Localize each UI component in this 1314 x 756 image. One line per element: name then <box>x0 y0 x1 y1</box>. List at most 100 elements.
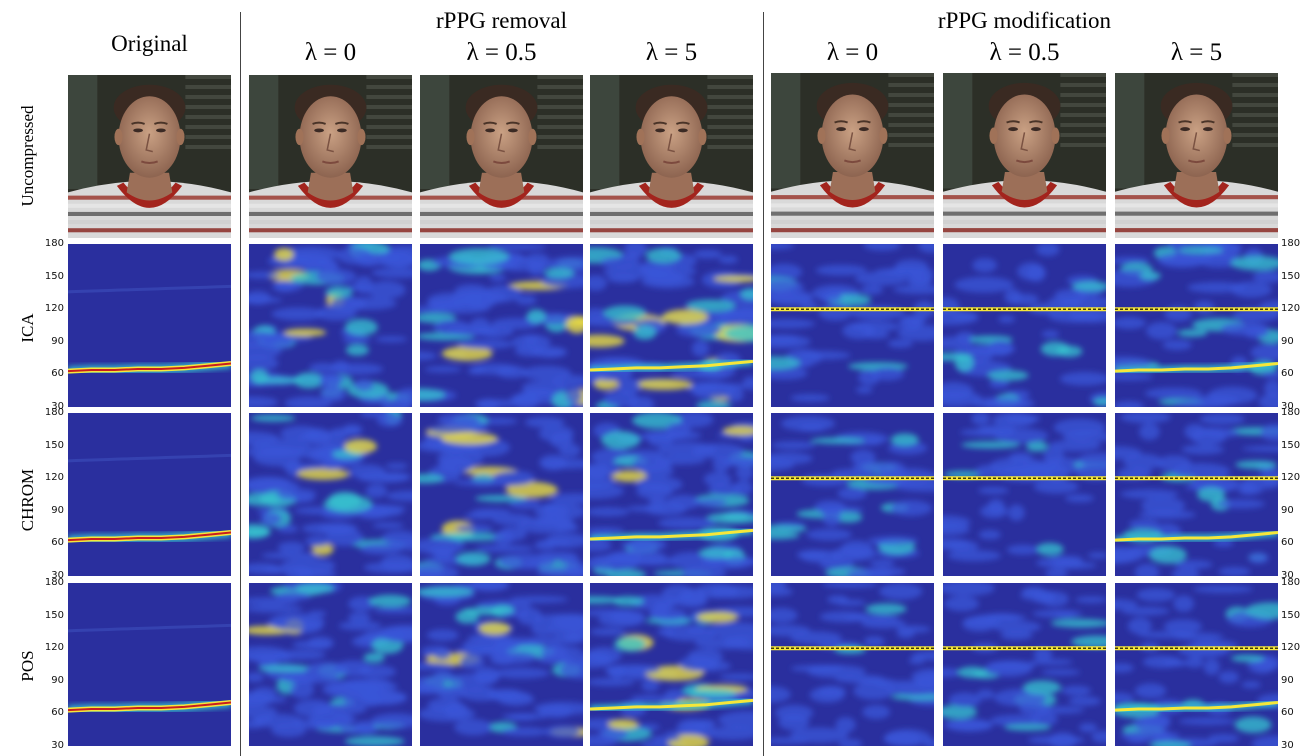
divider-line <box>240 12 241 756</box>
row-label-ica: ICA <box>18 313 37 343</box>
spectrogram-heatmap <box>590 244 753 407</box>
y-tick-label: 180 <box>44 407 64 418</box>
spectrogram-heatmap <box>249 583 412 746</box>
y-tick-label: 150 <box>44 609 64 621</box>
face-frame-svg <box>420 75 583 238</box>
face-frame-svg <box>1115 73 1278 238</box>
y-tick-label: 60 <box>1281 707 1294 719</box>
spectrogram-heatmap <box>1115 244 1278 407</box>
lambda-label: λ = 0.5 <box>989 39 1060 66</box>
y-tick-label: 90 <box>1281 674 1294 686</box>
face-frame-image <box>68 75 231 238</box>
face-frame-svg <box>943 73 1106 238</box>
y-tick-label: 30 <box>1281 401 1294 412</box>
spectrogram-heatmap <box>420 583 583 746</box>
y-tick-label: 120 <box>1281 303 1301 315</box>
spectrogram-heatmap <box>68 583 231 746</box>
row-label-uncompressed: Uncompressed <box>18 105 37 207</box>
removal-header: rPPG removal <box>436 8 567 33</box>
face-frame-image <box>771 73 934 238</box>
spectrogram-heatmap <box>420 413 583 576</box>
spectrogram-svg <box>68 583 231 746</box>
spectrogram-heatmap <box>68 244 231 407</box>
y-tick-label: 90 <box>1281 335 1294 347</box>
face-frame-image <box>249 75 412 238</box>
spectrogram-heatmap <box>249 244 412 407</box>
spectrogram-svg <box>249 583 412 746</box>
spectrogram-heatmap <box>420 244 583 407</box>
spectrogram-svg <box>771 244 934 407</box>
spectrogram-heatmap <box>68 413 231 576</box>
spectrogram-svg <box>249 244 412 407</box>
y-tick-label: 150 <box>44 270 64 282</box>
spectrogram-svg <box>590 583 753 746</box>
y-tick-label: 120 <box>1281 472 1301 484</box>
y-tick-label: 180 <box>1281 577 1301 588</box>
spectrogram-heatmap <box>771 413 934 576</box>
spectrogram-svg <box>420 413 583 576</box>
y-tick-label: 30 <box>1281 570 1294 581</box>
spectrogram-svg <box>1115 413 1278 576</box>
spectrogram-svg <box>1115 583 1278 746</box>
lambda-label: λ = 0 <box>826 39 879 66</box>
row-label-chrom: CHROM <box>18 468 37 532</box>
spectrogram-heatmap <box>943 244 1106 407</box>
y-tick-label: 180 <box>1281 238 1301 249</box>
y-tick-label: 120 <box>44 472 64 484</box>
y-tick-label: 90 <box>51 504 64 516</box>
spectrogram-svg <box>420 583 583 746</box>
y-tick-label: 180 <box>1281 407 1301 418</box>
original-header: Original <box>111 31 188 56</box>
y-tick-label: 60 <box>1281 537 1294 549</box>
y-tick-label: 30 <box>51 401 64 412</box>
modification-header: rPPG modification <box>937 8 1112 33</box>
y-tick-label: 180 <box>44 238 64 249</box>
row-label-pos: POS <box>18 650 37 682</box>
face-frame-image <box>590 75 753 238</box>
y-tick-label: 30 <box>1281 740 1294 751</box>
lambda-label: λ = 5 <box>1170 39 1223 66</box>
spectrogram-heatmap <box>771 244 934 407</box>
spectrogram-heatmap <box>249 413 412 576</box>
spectrogram-heatmap <box>590 583 753 746</box>
spectrogram-svg <box>943 244 1106 407</box>
spectrogram-svg <box>68 244 231 407</box>
spectrogram-heatmap <box>771 583 934 746</box>
y-tick-label: 30 <box>51 740 64 751</box>
spectrogram-heatmap <box>1115 413 1278 576</box>
spectrogram-heatmap <box>943 413 1106 576</box>
face-frame-svg <box>249 75 412 238</box>
y-tick-label: 30 <box>51 570 64 581</box>
y-tick-label: 150 <box>1281 609 1301 621</box>
y-tick-label: 150 <box>1281 270 1301 282</box>
spectrogram-svg <box>1115 244 1278 407</box>
spectrogram-svg <box>771 413 934 576</box>
y-tick-label: 120 <box>44 303 64 315</box>
spectrogram-svg <box>943 413 1106 576</box>
face-frame-svg <box>68 75 231 238</box>
y-tick-label: 90 <box>51 674 64 686</box>
spectrogram-svg <box>590 413 753 576</box>
face-frame-image <box>943 73 1106 238</box>
spectrogram-heatmap <box>1115 583 1278 746</box>
y-tick-label: 60 <box>51 537 64 549</box>
y-tick-label: 120 <box>44 642 64 654</box>
y-tick-label: 120 <box>1281 642 1301 654</box>
y-tick-label: 150 <box>44 439 64 451</box>
face-frame-svg <box>590 75 753 238</box>
spectrogram-svg <box>943 583 1106 746</box>
face-frame-image <box>1115 73 1278 238</box>
y-tick-label: 180 <box>44 577 64 588</box>
lambda-label: λ = 5 <box>645 39 698 66</box>
y-tick-label: 60 <box>51 368 64 380</box>
spectrogram-svg <box>420 244 583 407</box>
spectrogram-svg <box>590 244 753 407</box>
y-tick-label: 60 <box>51 707 64 719</box>
y-tick-label: 90 <box>51 335 64 347</box>
spectrogram-heatmap <box>943 583 1106 746</box>
y-tick-label: 90 <box>1281 504 1294 516</box>
face-frame-image <box>420 75 583 238</box>
spectrogram-svg <box>249 413 412 576</box>
lambda-label: λ = 0.5 <box>466 39 537 66</box>
y-tick-label: 60 <box>1281 368 1294 380</box>
